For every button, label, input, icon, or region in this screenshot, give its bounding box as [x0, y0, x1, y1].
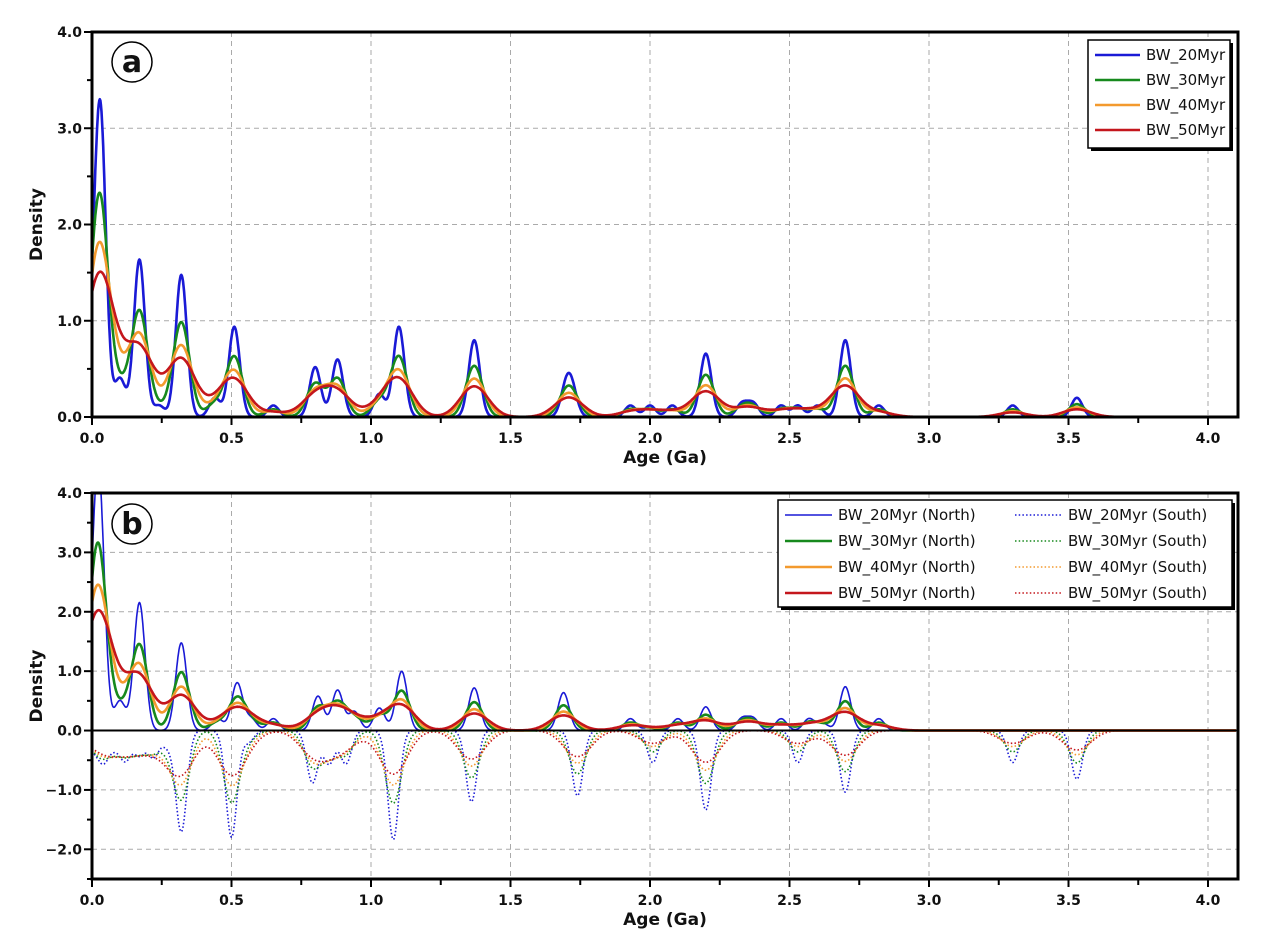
x-tick-label: 3.0 — [917, 431, 942, 447]
legend-label: BW_30Myr (South) — [1068, 532, 1207, 551]
x-tick-label: 0.0 — [80, 893, 105, 909]
series-line-bw-30myr — [92, 191, 1237, 417]
x-tick-label: 1.5 — [498, 431, 523, 447]
legend-item: BW_50Myr — [1095, 121, 1226, 140]
x-tick-label: 1.5 — [498, 893, 523, 909]
y-tick-label: 1.0 — [57, 664, 82, 680]
y-tick-label: 3.0 — [57, 121, 82, 137]
legend-label: BW_40Myr — [1146, 96, 1226, 115]
series-line-bw-50myr — [92, 270, 1237, 417]
x-tick-label: 3.0 — [917, 893, 942, 909]
legend-label: BW_40Myr (South) — [1068, 558, 1207, 577]
legend-label: BW_30Myr (North) — [838, 532, 976, 551]
panel-label: b — [121, 507, 142, 542]
series-line-bw-20myr — [92, 97, 1237, 417]
series-line-bw-30myr-south — [92, 729, 1237, 804]
series-line-bw-50myr-north — [92, 608, 1237, 732]
x-tick-label: 4.0 — [1196, 893, 1221, 909]
y-tick-label: 0.0 — [57, 724, 82, 740]
legend-label: BW_40Myr (North) — [838, 558, 976, 577]
y-tick-label: 4.0 — [57, 486, 82, 502]
legend-item: BW_40Myr — [1095, 96, 1226, 115]
y-tick-label: 1.0 — [57, 314, 82, 330]
legend-label: BW_20Myr (North) — [838, 506, 976, 525]
x-tick-label: 3.5 — [1056, 431, 1081, 447]
y-tick-label: 2.0 — [57, 605, 82, 621]
legend-item: BW_50Myr (North) — [785, 584, 976, 603]
legend: BW_20Myr (North) BW_30Myr (North) BW_40Myr… — [777, 499, 1235, 610]
series-line-bw-40myr-south — [92, 729, 1237, 787]
legend-item: BW_20Myr — [1095, 46, 1226, 65]
y-tick-label: 4.0 — [57, 25, 82, 41]
y-tick-label: −2.0 — [45, 842, 82, 858]
x-tick-label: 1.0 — [359, 893, 384, 909]
x-tick-label: 0.5 — [219, 893, 244, 909]
legend-item: BW_20Myr (North) — [785, 506, 976, 525]
legend-item: BW_40Myr (North) — [785, 558, 976, 577]
legend-item: BW_50Myr (South) — [1015, 584, 1207, 603]
plot-area — [92, 97, 1237, 417]
legend-label: BW_30Myr — [1146, 71, 1226, 90]
legend: BW_20Myr BW_30Myr BW_40Myr BW_50Myr — [1087, 39, 1233, 151]
legend-item: BW_40Myr (South) — [1015, 558, 1207, 577]
y-axis-label: Density — [27, 650, 47, 723]
panel-a: 0.0 0.5 1.0 1.5 2.0 2.5 3.0 3.5 4.0 0.0 1.0 2.0 3.0 4… — [27, 25, 1240, 468]
x-tick-label: 2.0 — [638, 893, 663, 909]
x-axis-label: Age (Ga) — [623, 448, 707, 468]
y-tick-label: 0.0 — [57, 410, 82, 426]
panel-label-circle — [111, 503, 153, 545]
legend-item: BW_30Myr (North) — [785, 532, 976, 551]
panel-label: a — [122, 45, 142, 80]
panel-b: 0.0 0.5 1.0 1.5 2.0 2.5 3.0 3.5 4.0 −2.0 −1.0 0.0 1.… — [27, 486, 1240, 930]
x-tick-label: 4.0 — [1196, 431, 1221, 447]
series-line-bw-20myr-south — [92, 729, 1237, 841]
panel-label-circle — [111, 41, 153, 83]
legend-label: BW_50Myr (North) — [838, 584, 976, 603]
legend-label: BW_50Myr — [1146, 121, 1226, 140]
x-tick-label: 2.5 — [777, 893, 802, 909]
y-tick-label: 2.0 — [57, 218, 82, 234]
plot-frame — [90, 491, 1240, 881]
series-line-bw-40myr — [92, 240, 1237, 417]
x-tick-label: 0.5 — [219, 431, 244, 447]
x-axis-label: Age (Ga) — [623, 910, 707, 930]
x-tick-label: 0.0 — [80, 431, 105, 447]
y-tick-label: 3.0 — [57, 545, 82, 561]
x-tick-label: 1.0 — [359, 431, 384, 447]
series-line-bw-50myr-south — [92, 729, 1237, 778]
legend-item: BW_30Myr (South) — [1015, 532, 1207, 551]
y-axis-label: Density — [27, 188, 47, 261]
x-tick-label: 2.5 — [777, 431, 802, 447]
x-tick-label: 3.5 — [1056, 893, 1081, 909]
legend-item: BW_30Myr — [1095, 71, 1226, 90]
x-tick-label: 2.0 — [638, 431, 663, 447]
legend-label: BW_50Myr (South) — [1068, 584, 1207, 603]
legend-item: BW_20Myr (South) — [1015, 506, 1207, 525]
legend-label: BW_20Myr — [1146, 46, 1226, 65]
y-tick-label: −1.0 — [45, 783, 82, 799]
legend-label: BW_20Myr (South) — [1068, 506, 1207, 525]
